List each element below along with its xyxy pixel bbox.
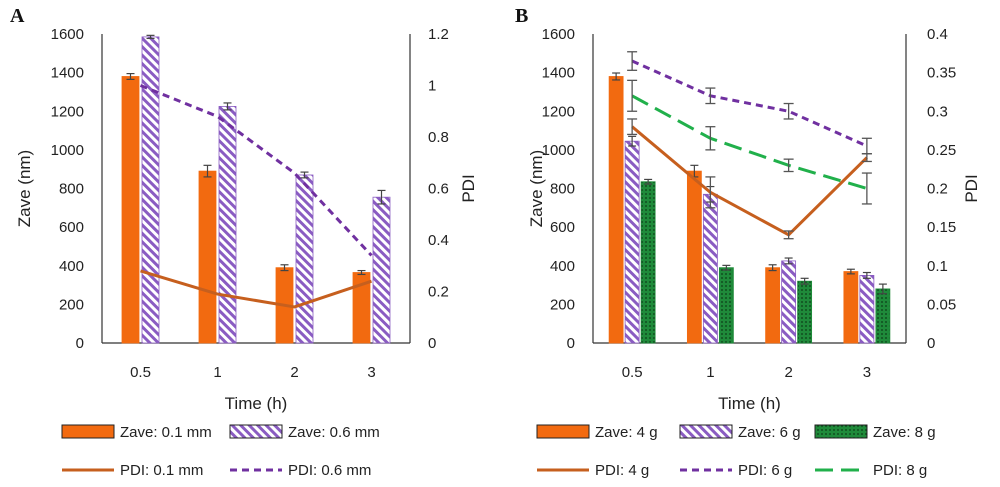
x-tick-label: 2 bbox=[784, 364, 792, 381]
pdi-line bbox=[631, 125, 868, 237]
y2-tick-label: 0.3 bbox=[927, 103, 948, 120]
bar bbox=[702, 193, 718, 344]
panel-letter: A bbox=[10, 5, 25, 27]
y2-tick-label: 0.6 bbox=[428, 181, 449, 198]
y2-tick-label: 0.4 bbox=[428, 232, 449, 249]
x-axis-title: Time (h) bbox=[225, 394, 288, 413]
y-tick-label: 0 bbox=[567, 335, 575, 352]
pdi-line bbox=[631, 59, 868, 148]
legend-label: Zave: 0.6 mm bbox=[288, 424, 380, 441]
bar bbox=[121, 76, 140, 344]
y-tick-label: 200 bbox=[59, 296, 84, 313]
x-tick-label: 3 bbox=[367, 364, 375, 381]
y-tick-label: 400 bbox=[550, 258, 575, 275]
y2-tick-label: 0.15 bbox=[927, 219, 956, 236]
y-axis-title: Zave (nm) bbox=[527, 150, 546, 227]
x-tick-label: 0.5 bbox=[130, 364, 151, 381]
bar bbox=[797, 280, 813, 344]
y-tick-label: 600 bbox=[550, 219, 575, 236]
legend-swatch-bar bbox=[536, 424, 590, 439]
bar bbox=[218, 106, 237, 344]
y-tick-label: 400 bbox=[59, 258, 84, 275]
y2-tick-label: 0.35 bbox=[927, 65, 956, 82]
y-tick-label: 1400 bbox=[51, 65, 84, 82]
y2-axis-title: PDI bbox=[459, 174, 478, 202]
y2-tick-label: 0.2 bbox=[428, 284, 449, 301]
bar bbox=[372, 196, 391, 344]
bar bbox=[686, 170, 702, 344]
y-tick-label: 1200 bbox=[542, 103, 575, 120]
panel-b: B 0 200 400 600 800 1000 1200 1400 1600 0 0.05 0.1 0.… bbox=[515, 5, 981, 479]
y2-tick-label: 1 bbox=[428, 78, 436, 95]
legend-label: PDI: 0.1 mm bbox=[120, 462, 203, 479]
legend-label: PDI: 0.6 mm bbox=[288, 462, 371, 479]
legend-swatch-bar bbox=[61, 424, 115, 439]
y2-tick-label: 0.8 bbox=[428, 129, 449, 146]
y2-tick-label: 0.2 bbox=[927, 181, 948, 198]
y-tick-label: 1000 bbox=[51, 142, 84, 159]
pdi-line bbox=[139, 84, 373, 257]
x-tick-label: 1 bbox=[213, 364, 221, 381]
panel-letter: B bbox=[515, 5, 528, 27]
y-tick-label: 800 bbox=[59, 181, 84, 198]
bar bbox=[640, 181, 656, 344]
y-tick-label: 1600 bbox=[51, 26, 84, 43]
x-axis-title: Time (h) bbox=[718, 394, 781, 413]
y2-tick-label: 1.2 bbox=[428, 26, 449, 43]
y-tick-label: 1600 bbox=[542, 26, 575, 43]
legend-swatch-bar bbox=[814, 424, 868, 439]
x-tick-label: 0.5 bbox=[622, 364, 643, 381]
y-tick-label: 1000 bbox=[542, 142, 575, 159]
legend-label: PDI: 4 g bbox=[595, 462, 649, 479]
y2-tick-label: 0.25 bbox=[927, 142, 956, 159]
legend-label: Zave: 0.1 mm bbox=[120, 424, 212, 441]
legend-swatch-bar bbox=[679, 424, 733, 439]
y2-tick-label: 0.05 bbox=[927, 296, 956, 313]
y-tick-label: 800 bbox=[550, 181, 575, 198]
bar bbox=[875, 288, 891, 344]
x-tick-label: 1 bbox=[706, 364, 714, 381]
legend-label: PDI: 8 g bbox=[873, 462, 927, 479]
bar bbox=[141, 36, 160, 344]
y2-axis-title: PDI bbox=[962, 174, 981, 202]
legend-label: PDI: 6 g bbox=[738, 462, 792, 479]
y2-tick-label: 0 bbox=[428, 335, 436, 352]
bar bbox=[859, 275, 875, 344]
bar bbox=[198, 170, 217, 344]
x-tick-label: 3 bbox=[863, 364, 871, 381]
bar bbox=[624, 140, 640, 344]
bar bbox=[608, 76, 624, 344]
y2-tick-label: 0.4 bbox=[927, 26, 948, 43]
y2-tick-label: 0 bbox=[927, 335, 935, 352]
bar bbox=[843, 271, 859, 344]
y-tick-label: 1200 bbox=[51, 103, 84, 120]
y-axis-title: Zave (nm) bbox=[15, 150, 34, 227]
bar bbox=[295, 174, 314, 344]
y-tick-label: 600 bbox=[59, 219, 84, 236]
y-tick-label: 1400 bbox=[542, 65, 575, 82]
x-tick-label: 2 bbox=[290, 364, 298, 381]
bar bbox=[718, 267, 734, 344]
panel-a: A 0 200 400 600 800 1000 1200 1400 1600 0 0.2 0.4 0.6… bbox=[10, 5, 478, 479]
y-tick-label: 0 bbox=[76, 335, 84, 352]
pdi-line bbox=[631, 94, 868, 190]
legend-label: Zave: 8 g bbox=[873, 424, 936, 441]
y2-tick-label: 0.1 bbox=[927, 258, 948, 275]
legend-swatch-bar bbox=[229, 424, 283, 439]
legend-label: Zave: 4 g bbox=[595, 424, 658, 441]
bar bbox=[781, 260, 797, 344]
y-tick-label: 200 bbox=[550, 296, 575, 313]
pdi-line bbox=[140, 269, 372, 309]
legend-label: Zave: 6 g bbox=[738, 424, 801, 441]
bar bbox=[765, 267, 781, 344]
